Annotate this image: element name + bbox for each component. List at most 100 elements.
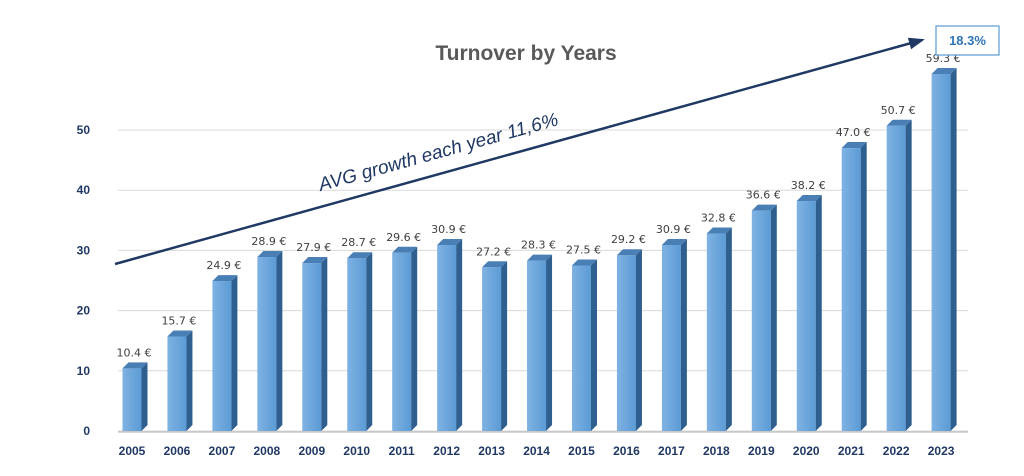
bar-side (770, 204, 777, 431)
bar-top (482, 261, 508, 268)
bar-top (572, 259, 597, 266)
bar-front (257, 257, 277, 431)
bar-top (347, 252, 373, 259)
x-tick-label: 2007 (209, 444, 236, 458)
data-label: 10.4 € (117, 346, 152, 359)
bar-2019 (751, 204, 777, 431)
bar-top (616, 249, 642, 256)
data-label: 50.7 € (881, 104, 916, 117)
bar-side (186, 330, 193, 431)
x-tick-label: 2010 (343, 444, 370, 458)
x-tick-label: 2022 (883, 444, 910, 458)
bar-top (257, 251, 283, 258)
data-label: 28.9 € (251, 235, 286, 248)
x-tick-label: 2015 (568, 444, 595, 458)
data-label: 27.2 € (476, 245, 511, 258)
bar-side (725, 227, 732, 431)
y-tick-label: 50 (77, 123, 91, 137)
bar-top (796, 195, 822, 202)
bar-2023 (931, 68, 957, 431)
bar-2015 (572, 259, 597, 431)
bar-2020 (796, 195, 822, 431)
bar-front (482, 267, 502, 431)
growth-annotation-text: AVG growth each year 11,6% (315, 109, 560, 196)
bar-side (321, 257, 328, 431)
bar-front (437, 244, 457, 431)
x-tick-label: 2011 (389, 444, 415, 458)
bar-side (411, 246, 418, 431)
bar-front (616, 255, 636, 431)
x-tick-label: 2023 (928, 444, 955, 458)
bar-front (751, 210, 771, 431)
data-label: 47.0 € (836, 126, 871, 139)
x-tick-label: 2009 (298, 444, 325, 458)
bar-2007 (212, 275, 238, 431)
bar-top (392, 246, 418, 253)
bar-top (841, 142, 867, 149)
bar-front (661, 244, 681, 431)
bar-2012 (437, 238, 463, 431)
data-label: 29.6 € (386, 231, 421, 244)
data-label: 29.2 € (611, 233, 646, 246)
x-tick-label: 2021 (838, 444, 865, 458)
data-label: 15.7 € (161, 314, 196, 327)
data-label: 28.7 € (341, 236, 376, 249)
bar-side (141, 362, 148, 431)
data-label: 30.9 € (431, 223, 466, 236)
bar-front (796, 201, 816, 431)
growth-arrow-head (907, 37, 925, 50)
y-tick-label: 20 (77, 304, 91, 318)
bar-front (212, 281, 232, 431)
growth-badge (935, 25, 1000, 56)
bar-top (212, 275, 238, 282)
bar-side (231, 275, 238, 431)
bar-side (905, 119, 912, 431)
bar-side (456, 238, 463, 431)
bar-front (302, 263, 322, 431)
x-tick-label: 2005 (119, 444, 146, 458)
y-tick-label: 40 (77, 183, 91, 197)
bar-front (527, 260, 547, 431)
bar-side (950, 68, 957, 431)
bar-front (572, 265, 591, 431)
x-tick-label: 2013 (478, 444, 505, 458)
bar-side (680, 238, 687, 431)
bar-top (886, 119, 912, 126)
data-labels: 10.4 € 15.7 € 24.9 € 28.9 € 27.9 € 28.7 € 29.6… (117, 52, 961, 359)
bar-front (392, 252, 412, 431)
bar-front (167, 336, 187, 431)
bar-2016 (616, 249, 642, 431)
bar-front (886, 125, 906, 431)
bar-top (167, 330, 193, 337)
data-label: 27.9 € (296, 241, 331, 254)
bar-top (122, 362, 148, 369)
bar-side (366, 252, 373, 431)
y-axis-ticks: 0 10 20 30 40 50 (77, 123, 91, 438)
bar-front (122, 368, 142, 431)
x-tick-label: 2014 (523, 444, 550, 458)
bar-2011 (392, 246, 418, 431)
bar-side (546, 254, 553, 431)
bar-top (661, 238, 687, 245)
bar-front (931, 74, 951, 431)
x-tick-label: 2008 (253, 444, 280, 458)
bar-2014 (527, 254, 553, 431)
x-tick-label: 2019 (748, 444, 775, 458)
bar-top (751, 204, 777, 211)
y-tick-label: 30 (77, 243, 91, 257)
bar-top (706, 227, 732, 234)
bar-front (706, 233, 726, 431)
data-label: 30.9 € (656, 223, 691, 236)
bar-2018 (706, 227, 732, 431)
x-tick-label: 2016 (613, 444, 640, 458)
x-tick-label: 2020 (793, 444, 820, 458)
bar-top (302, 257, 328, 264)
bar-top (931, 68, 957, 75)
bars (122, 68, 957, 431)
data-label: 24.9 € (206, 259, 241, 272)
y-tick-label: 0 (83, 424, 90, 438)
bar-side (276, 251, 283, 431)
bar-top (437, 238, 463, 245)
growth-badge-text: 18.3% (949, 33, 986, 48)
